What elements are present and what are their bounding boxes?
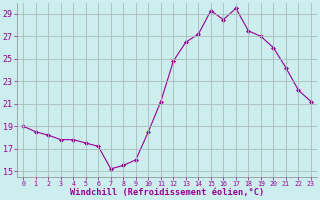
X-axis label: Windchill (Refroidissement éolien,°C): Windchill (Refroidissement éolien,°C) xyxy=(70,188,264,197)
